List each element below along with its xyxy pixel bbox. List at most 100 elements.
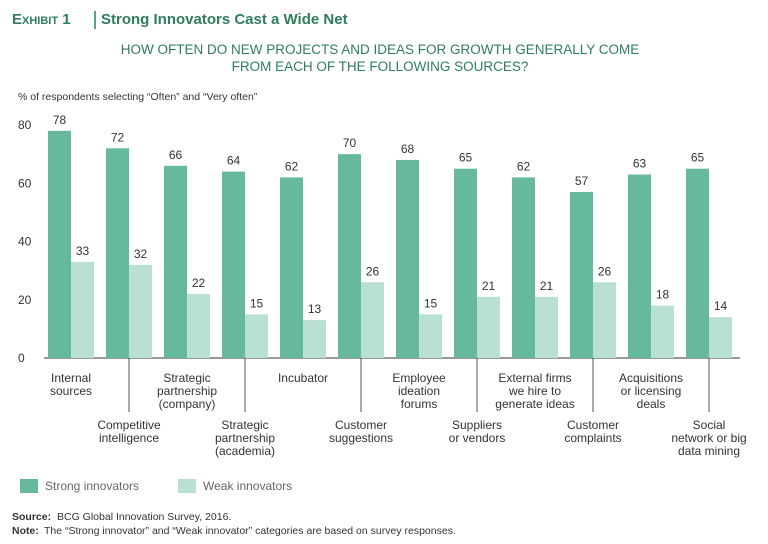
x-tick-label-line: Customer — [567, 418, 619, 432]
x-tick-label: Customer complaints — [564, 418, 621, 445]
bar — [570, 191, 593, 358]
x-tick-label-line: or licensing — [621, 384, 682, 398]
x-tick-label-line: Incubator — [278, 371, 328, 385]
value-label: 21 — [482, 279, 496, 293]
bar — [222, 171, 245, 358]
value-label: 62 — [517, 159, 531, 173]
bar — [651, 305, 674, 358]
x-tick-label-line: (company) — [159, 397, 216, 411]
source: BCG Global Innovation Survey, 2016. — [57, 511, 231, 523]
legend-swatch — [178, 479, 196, 493]
x-tick-label: Incubator — [278, 371, 328, 385]
x-tick-label-line: complaints — [564, 431, 621, 445]
value-label: 57 — [575, 174, 589, 188]
y-tick-label: 40 — [18, 235, 32, 249]
note-label: Note: — [12, 525, 39, 537]
x-tick-label-line: forums — [401, 397, 438, 411]
value-label: 66 — [169, 148, 183, 162]
value-label: 13 — [308, 302, 322, 316]
x-tick-label: Acquisitions or licensing deals — [619, 371, 683, 411]
value-label: 65 — [459, 151, 473, 165]
x-tick-label: Customer suggestions — [329, 418, 393, 445]
x-tick-label-line: Strategic — [221, 418, 268, 432]
legend-label: Weak innovators — [203, 479, 292, 493]
x-tick-label-line: ideation — [398, 384, 440, 398]
x-tick-label-line: Strategic — [163, 371, 210, 385]
bar — [187, 293, 210, 358]
y-tick-label: 0 — [18, 351, 25, 365]
value-label: 32 — [134, 247, 148, 261]
bar — [48, 130, 71, 358]
value-label: 78 — [53, 113, 67, 127]
value-label: 33 — [76, 244, 90, 258]
value-label: 63 — [633, 157, 647, 171]
x-tick-label-line: partnership — [157, 384, 217, 398]
value-label: 22 — [192, 276, 206, 290]
value-label: 65 — [691, 151, 705, 165]
x-tick-label-line: data mining — [678, 444, 740, 458]
x-tick-label: Suppliers or vendors — [449, 418, 506, 445]
x-tick-label-line: network or big — [671, 431, 746, 445]
legend-label: Strong innovators — [45, 479, 139, 493]
y-tick-label: 60 — [18, 176, 32, 190]
x-tick-label: Employee ideation forums — [392, 371, 446, 411]
bar — [512, 177, 535, 358]
bar — [303, 320, 326, 358]
y-axis-label: % of respondents selecting “Often” and “… — [18, 91, 258, 103]
bar — [709, 317, 732, 358]
value-label: 26 — [598, 264, 612, 278]
value-label: 14 — [714, 299, 728, 313]
x-tick-label-line: we hire to — [508, 384, 561, 398]
x-tick-label-line: (academia) — [215, 444, 275, 458]
bar — [245, 314, 268, 358]
x-tick-label: Strategic partnership (company) — [157, 371, 217, 411]
x-tick-label-line: Competitive — [97, 418, 161, 432]
x-tick-label-line: Social — [693, 418, 726, 432]
value-label: 18 — [656, 288, 670, 302]
x-tick-label-line: Suppliers — [452, 418, 502, 432]
bar — [164, 165, 187, 358]
x-tick-label-line: Customer — [335, 418, 387, 432]
note: The “Strong innovator” and “Weak innovat… — [44, 525, 456, 537]
value-label: 62 — [285, 159, 299, 173]
bar — [535, 296, 558, 358]
subtitle: FROM EACH OF THE FOLLOWING SOURCES? — [232, 59, 529, 74]
value-label: 64 — [227, 154, 241, 168]
x-tick-label: Strategic partnership (academia) — [215, 418, 275, 458]
bar — [71, 261, 94, 358]
title-prefix: Exhibit 1 — [12, 11, 71, 28]
bar — [361, 282, 384, 358]
x-tick-label-line: suggestions — [329, 431, 393, 445]
x-tick-label: Competitive intelligence — [97, 418, 161, 445]
x-tick-label-line: partnership — [215, 431, 275, 445]
x-tick-label-line: or vendors — [449, 431, 506, 445]
bar — [686, 168, 709, 358]
legend-swatch — [20, 479, 38, 493]
bar — [628, 174, 651, 358]
bar — [419, 314, 442, 358]
x-tick-label-line: Acquisitions — [619, 371, 683, 385]
bar — [280, 177, 303, 358]
value-label: 21 — [540, 279, 554, 293]
value-label: 70 — [343, 136, 357, 150]
bar — [454, 168, 477, 358]
x-tick-label-line: deals — [637, 397, 666, 411]
value-label: 15 — [250, 296, 264, 310]
y-tick-label: 20 — [18, 293, 32, 307]
value-label: 68 — [401, 142, 415, 156]
subtitle: HOW OFTEN DO NEW PROJECTS AND IDEAS FOR … — [121, 42, 640, 57]
x-tick-label: External firms we hire to generate ideas — [495, 371, 574, 411]
bar — [106, 148, 129, 358]
value-label: 72 — [111, 130, 125, 144]
source-label: Source: — [12, 511, 51, 523]
x-tick-label-line: intelligence — [99, 431, 159, 445]
bar — [477, 296, 500, 358]
value-label: 15 — [424, 296, 438, 310]
bar — [593, 282, 616, 358]
bar — [396, 159, 419, 358]
value-label: 26 — [366, 264, 380, 278]
x-tick-label-line: sources — [50, 384, 92, 398]
x-tick-label-line: Internal — [51, 371, 91, 385]
chart-title: Strong Innovators Cast a Wide Net — [101, 11, 348, 28]
